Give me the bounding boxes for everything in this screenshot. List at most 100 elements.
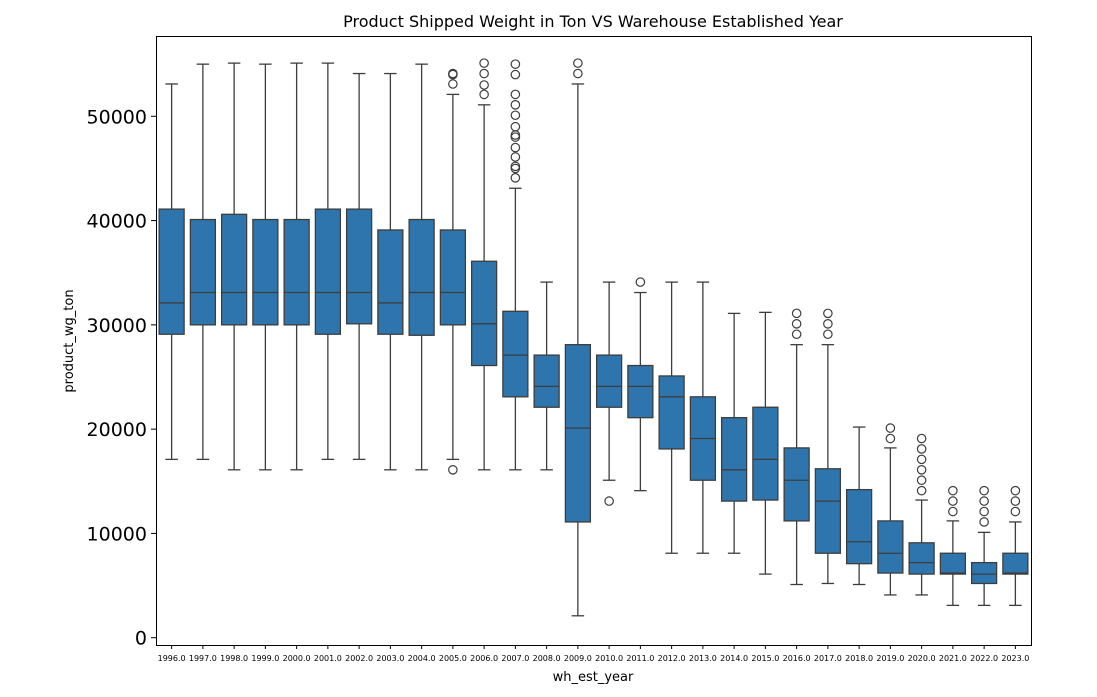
outlier-point — [510, 121, 521, 132]
outlier-point — [510, 89, 521, 100]
x-tick-label: 2003.0 — [376, 654, 404, 663]
outlier-point — [1010, 485, 1021, 496]
x-tick-label: 2015.0 — [751, 654, 779, 663]
outlier-point — [479, 89, 489, 100]
iqr-box — [470, 260, 498, 367]
y-tick-labels: 0 10000 20000 30000 40000 50000 — [87, 106, 156, 650]
outlier-point — [979, 485, 989, 496]
box-2022.0 — [970, 485, 998, 607]
outlier-point — [823, 329, 833, 340]
x-tick-label: 1998.0 — [220, 654, 248, 663]
iqr-box — [439, 229, 467, 326]
y-tick-label: 40000 — [87, 211, 147, 233]
x-tick-label: 2005.0 — [439, 654, 467, 663]
chart-title: Product Shipped Weight in Ton VS Warehou… — [343, 12, 843, 31]
outlier-point — [791, 319, 802, 329]
outlier-point — [510, 110, 521, 121]
iqr-box — [720, 417, 748, 502]
x-tick-label: 2023.0 — [1001, 654, 1029, 663]
box-2006.0 — [470, 58, 498, 471]
outlier-point — [510, 142, 521, 153]
iqr-box — [752, 406, 779, 501]
x-tick-label: 1996.0 — [158, 654, 186, 663]
x-tick-label: 2006.0 — [470, 654, 498, 663]
box-2010.0 — [595, 281, 623, 506]
iqr-box — [158, 208, 185, 335]
outlier-point — [791, 329, 802, 340]
x-tick-label: 2016.0 — [783, 654, 811, 663]
iqr-box — [845, 488, 873, 565]
box-2011.0 — [627, 277, 654, 492]
outlier-point — [635, 277, 646, 287]
box-series — [158, 58, 1029, 617]
y-tick-label: 0 — [135, 628, 147, 650]
outlier-point — [510, 161, 521, 172]
iqr-box — [595, 354, 623, 408]
box-2015.0 — [752, 311, 779, 575]
outlier-point — [510, 152, 521, 162]
outlier-point — [823, 308, 833, 319]
x-tick-label: 2021.0 — [939, 654, 967, 663]
iqr-box — [564, 344, 592, 523]
outlier-point — [573, 68, 583, 79]
box-2001.0 — [314, 62, 342, 461]
y-tick-label: 30000 — [87, 315, 147, 337]
y-tick-label: 20000 — [87, 419, 147, 441]
outlier-point — [448, 465, 458, 475]
outlier-point — [916, 475, 927, 486]
x-tick-label: 2011.0 — [626, 654, 654, 663]
box-2016.0 — [783, 308, 810, 586]
outlier-point — [573, 58, 583, 68]
iqr-box — [939, 552, 967, 575]
iqr-box — [252, 218, 279, 326]
x-tick-label: 2004.0 — [408, 654, 436, 663]
box-2012.0 — [658, 281, 685, 554]
box-2000.0 — [283, 62, 310, 471]
iqr-box — [814, 468, 842, 554]
outlier-point — [885, 433, 896, 444]
x-tick-label: 2009.0 — [564, 654, 592, 663]
outlier-point — [448, 68, 458, 79]
y-axis-label: product_wg_ton — [62, 289, 77, 392]
box-1996.0 — [158, 83, 185, 461]
outlier-point — [885, 423, 896, 433]
outlier-point — [948, 485, 958, 496]
outlier-point — [1010, 506, 1021, 517]
x-tick-label: 2000.0 — [283, 654, 311, 663]
outlier-point — [948, 506, 958, 517]
x-tick-label: 2022.0 — [970, 654, 998, 663]
box-2003.0 — [377, 72, 404, 471]
x-tick-label: 2001.0 — [314, 654, 342, 663]
outlier-point — [510, 59, 521, 69]
x-tick-label: 2018.0 — [845, 654, 873, 663]
outlier-point — [916, 454, 927, 465]
iqr-box — [502, 310, 529, 398]
outlier-point — [479, 68, 489, 79]
box-2019.0 — [877, 423, 904, 596]
iqr-box — [658, 375, 685, 450]
outlier-point — [510, 100, 521, 110]
box-1997.0 — [189, 63, 217, 461]
box-2013.0 — [689, 281, 717, 554]
iqr-box — [627, 364, 654, 419]
x-tick-label: 2017.0 — [814, 654, 842, 663]
iqr-box — [533, 354, 560, 408]
box-2004.0 — [408, 63, 435, 471]
box-2017.0 — [814, 308, 842, 585]
iqr-box — [908, 542, 935, 575]
x-tick-label: 2013.0 — [689, 654, 717, 663]
iqr-box — [783, 447, 810, 522]
iqr-box — [283, 218, 310, 326]
box-2014.0 — [720, 312, 748, 554]
plot-frame — [156, 36, 1032, 646]
outlier-point — [916, 485, 927, 496]
box-2023.0 — [1002, 485, 1029, 607]
iqr-box — [189, 218, 217, 326]
x-axis-label: wh_est_year — [553, 670, 634, 685]
outlier-point — [916, 444, 927, 454]
box-2007.0 — [502, 59, 529, 471]
outlier-point — [448, 79, 458, 89]
outlier-point — [604, 496, 614, 506]
x-tick-label: 2020.0 — [908, 654, 936, 663]
